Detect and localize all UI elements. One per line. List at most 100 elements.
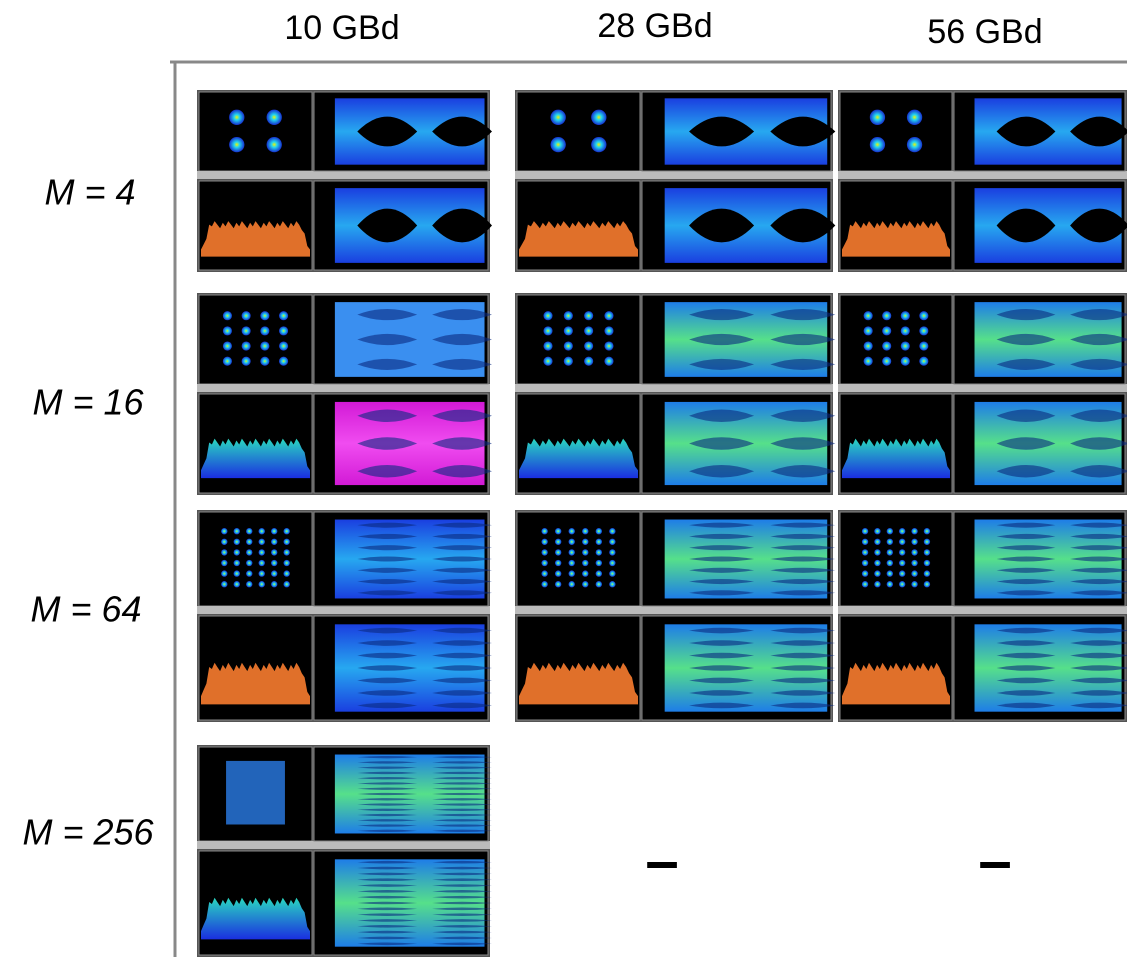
eye-opening — [357, 824, 418, 827]
eye-opening — [432, 333, 493, 346]
eye-opening — [1070, 567, 1127, 573]
eye-opening — [996, 208, 1056, 243]
eye-opening — [432, 936, 493, 940]
spectrum-trace — [519, 221, 638, 257]
eye-opening — [1070, 590, 1127, 596]
eye-opening — [357, 942, 418, 946]
constellation-point — [233, 538, 240, 545]
constellation-point — [258, 581, 265, 588]
constellation-point — [543, 311, 553, 321]
constellation-point — [863, 341, 873, 351]
constellation-point — [923, 528, 931, 535]
eye-opening — [432, 878, 493, 882]
spectrum-trace — [519, 438, 638, 479]
constellation-point — [221, 570, 228, 577]
constellation-point — [266, 136, 282, 153]
eye-opening — [357, 878, 418, 882]
eye-opening — [357, 308, 418, 321]
eye-opening — [357, 771, 418, 775]
eye-opening — [996, 437, 1056, 450]
eye-opening — [996, 567, 1056, 573]
constellation-point — [266, 109, 282, 125]
constellation-point — [911, 549, 918, 556]
eye-opening — [689, 533, 755, 539]
eye-opening — [689, 627, 755, 634]
eye-opening — [357, 782, 418, 785]
eye-opening — [432, 627, 493, 634]
panel-bar — [197, 606, 490, 614]
eye-opening — [996, 333, 1056, 346]
eye-opening — [1070, 358, 1127, 371]
eye-opening — [357, 677, 418, 684]
eye-opening — [689, 567, 755, 573]
eye-opening — [357, 813, 418, 817]
constellation-point — [591, 109, 607, 125]
eye-opening — [1070, 665, 1127, 671]
eye-opening — [996, 677, 1056, 684]
eye-opening — [1070, 677, 1127, 684]
eye-opening — [770, 545, 836, 551]
constellation-point — [258, 559, 265, 567]
eye-opening — [689, 333, 755, 346]
eye-opening — [357, 464, 418, 478]
eye-opening — [996, 533, 1056, 539]
eye-opening — [357, 872, 418, 876]
eye-opening — [770, 702, 836, 709]
eye-opening — [357, 792, 418, 796]
constellation-point — [874, 538, 881, 545]
eye-opening — [357, 652, 418, 659]
constellation-point — [568, 538, 575, 545]
constellation-point — [568, 549, 575, 556]
constellation-point — [582, 538, 589, 545]
eye-opening — [996, 522, 1056, 528]
eye-opening — [357, 545, 418, 551]
eye-opening — [432, 919, 493, 922]
constellation-point — [543, 341, 553, 351]
eye-opening — [357, 690, 418, 696]
constellation-panel — [516, 294, 641, 385]
constellation-point — [923, 570, 931, 577]
eye-opening — [996, 409, 1056, 423]
eye-opening — [432, 358, 493, 371]
eye-opening — [1070, 464, 1127, 478]
constellation-point — [568, 528, 575, 535]
eye-opening — [357, 208, 418, 243]
constellation-point — [869, 136, 886, 153]
constellation-point — [555, 549, 562, 556]
eye-opening — [357, 358, 418, 371]
eye-opening — [432, 787, 493, 790]
constellation-point — [221, 581, 228, 588]
constellation-point — [911, 528, 918, 535]
eye-opening — [1070, 702, 1127, 709]
eye-opening — [689, 579, 755, 585]
eye-opening — [432, 640, 493, 646]
screenshot — [515, 510, 836, 722]
constellation-point — [541, 559, 548, 567]
eye-opening — [357, 819, 418, 822]
spectrum-trace — [201, 221, 310, 257]
constellation-point — [555, 538, 562, 545]
spectrum-trace — [842, 221, 950, 257]
constellation-point — [229, 109, 245, 125]
spectrum-trace — [842, 662, 950, 705]
eye-opening — [770, 640, 836, 646]
constellation-point — [899, 559, 906, 567]
constellation-point — [584, 311, 594, 321]
screenshot — [838, 90, 1127, 272]
constellation-point — [555, 570, 562, 577]
constellation-point — [283, 528, 290, 535]
eye-opening — [432, 798, 493, 801]
eye-opening — [996, 690, 1056, 696]
eye-opening — [432, 808, 493, 811]
constellation-point — [271, 570, 278, 577]
constellation-point — [882, 326, 892, 336]
constellation-point — [271, 559, 278, 567]
eye-opening — [432, 942, 493, 946]
eye-opening — [432, 913, 493, 916]
constellation-point — [279, 311, 289, 321]
constellation-panel — [839, 294, 953, 385]
constellation-point — [911, 570, 918, 577]
eye-opening — [432, 907, 493, 911]
panel-bar — [197, 841, 490, 849]
constellation-point — [222, 311, 232, 321]
